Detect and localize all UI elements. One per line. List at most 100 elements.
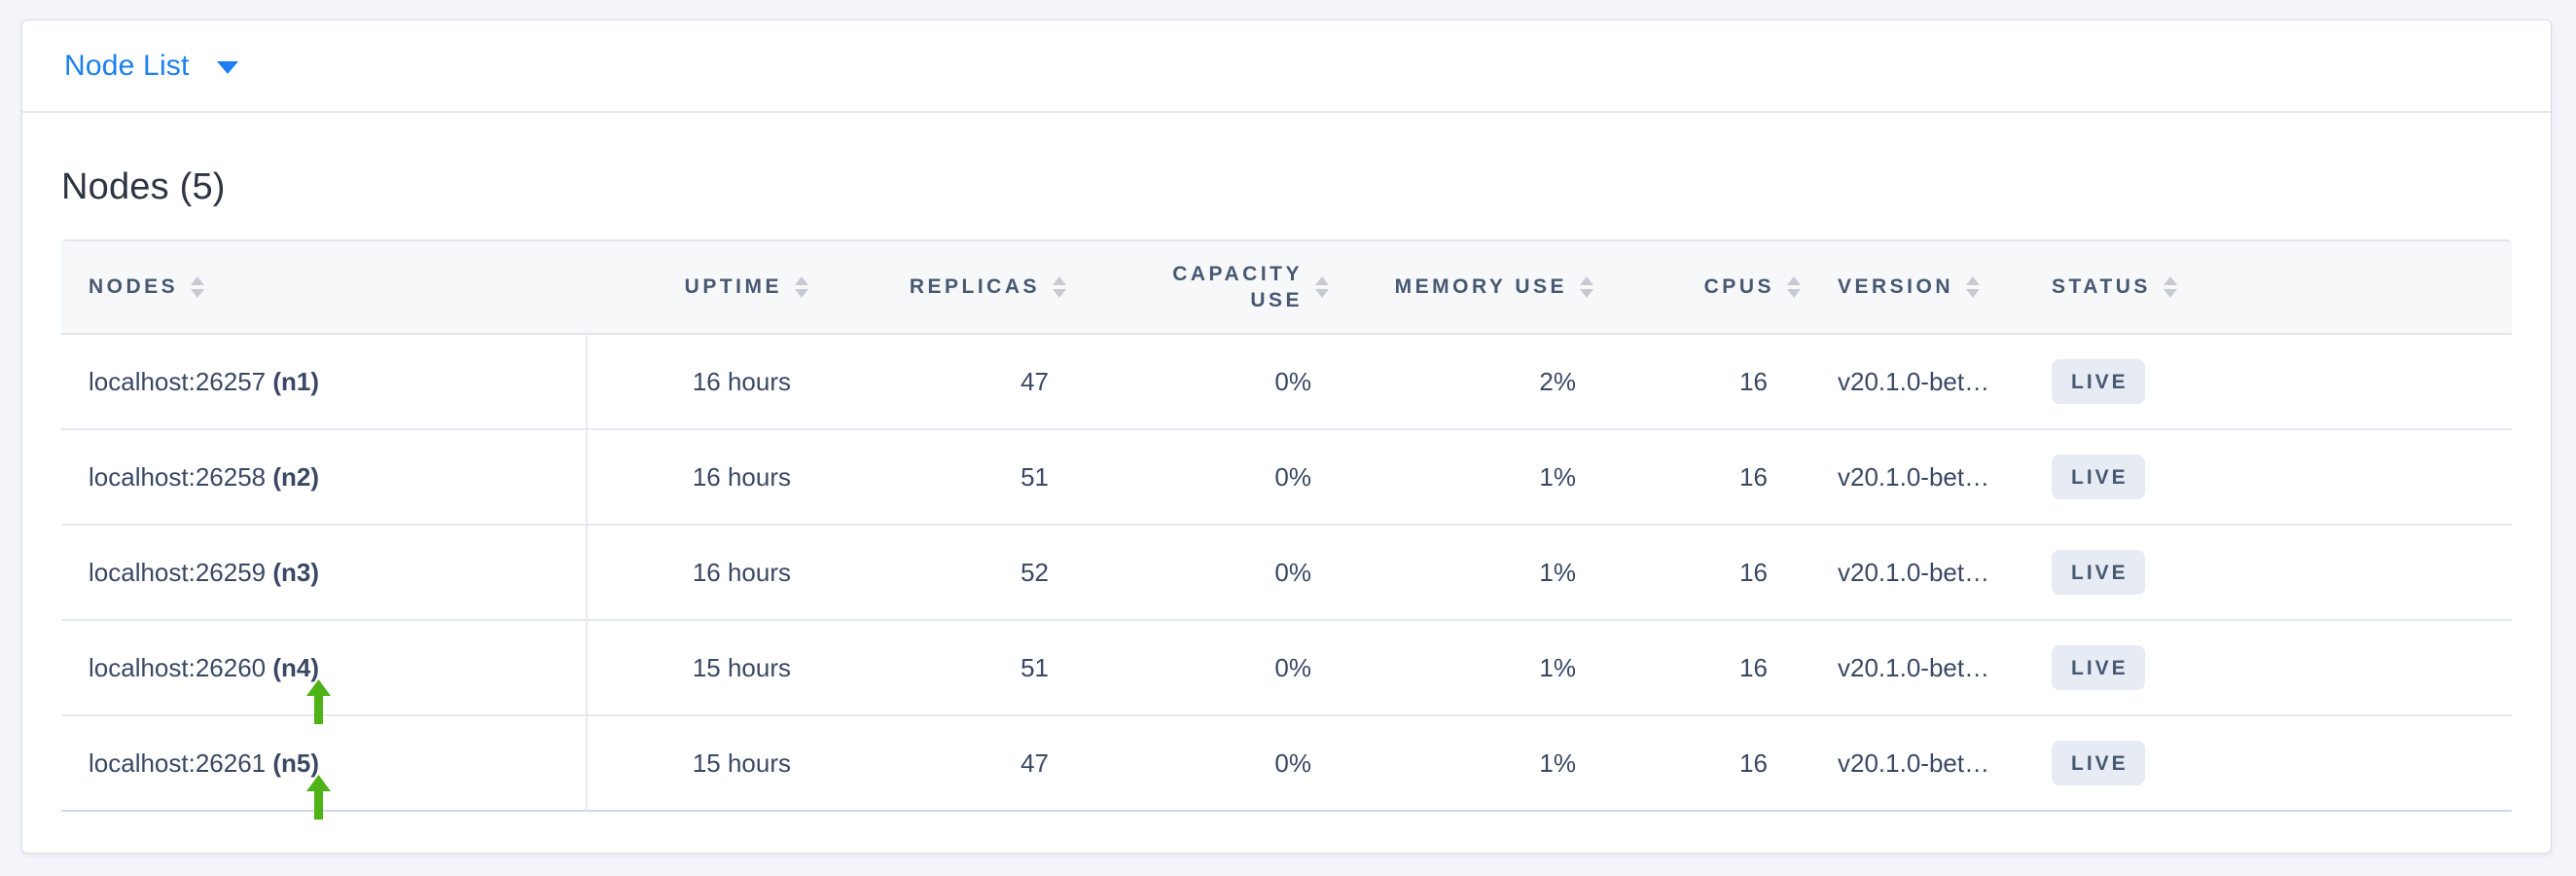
status-cell: LIVE xyxy=(2028,716,2512,812)
cpus-cell: 16 xyxy=(1593,335,1801,430)
memory-use-cell: 1% xyxy=(1329,716,1593,812)
sort-down-triangle xyxy=(1787,289,1801,298)
column-label-cpus: CPUS xyxy=(1703,275,1774,298)
capacity-use-cell: 0% xyxy=(1066,335,1329,430)
node-address: localhost:26257 xyxy=(89,366,273,396)
column-label-replicas: REPLICAS xyxy=(909,275,1040,298)
replicas-cell: 51 xyxy=(808,430,1066,526)
sort-up-triangle xyxy=(795,276,808,285)
card-body: Nodes (5) NODES UPTIME REPLICAS CAPACITY USE… xyxy=(22,164,2551,820)
status-badge: LIVE xyxy=(2052,550,2145,595)
version-cell: v20.1.0-bet… xyxy=(1801,335,2028,430)
node-address: localhost:26258 xyxy=(89,461,273,492)
node-list-card: Node List Nodes (5) NODES UPTIME REPLICAS C… xyxy=(21,19,2552,854)
status-badge: LIVE xyxy=(2052,359,2145,404)
column-label-version: VERSION xyxy=(1838,275,1954,298)
column-label-status: STATUS xyxy=(2052,275,2151,298)
sort-arrows-icon[interactable] xyxy=(1580,276,1593,298)
table-row-node-2[interactable]: localhost:26258 (n2) 16 hours 51 0% 1% 16 v20.… xyxy=(61,430,2512,526)
node-address: localhost:26260 xyxy=(89,652,273,682)
node-id: (n3) xyxy=(272,557,320,587)
sort-up-triangle xyxy=(1580,276,1593,285)
nodes-table: NODES UPTIME REPLICAS CAPACITY USE MEMORY USE… xyxy=(61,239,2512,820)
node-address-cell: localhost:26258 (n2) xyxy=(61,430,588,526)
status-badge: LIVE xyxy=(2052,741,2145,785)
node-address-cell: localhost:26259 (n3) xyxy=(61,526,588,621)
sort-down-triangle xyxy=(795,289,808,298)
cpus-cell: 16 xyxy=(1593,430,1801,526)
sort-arrows-icon[interactable] xyxy=(1787,276,1801,298)
sort-down-triangle xyxy=(1053,289,1066,298)
sort-up-triangle xyxy=(2163,276,2177,285)
sort-up-triangle xyxy=(1053,276,1066,285)
table-row-node-1[interactable]: localhost:26257 (n1) 16 hours 47 0% 2% 16 v20.… xyxy=(61,335,2512,430)
column-header-replicas[interactable]: REPLICAS xyxy=(808,239,1066,335)
capacity-use-cell: 0% xyxy=(1066,621,1329,716)
node-list-dropdown-label: Node List xyxy=(64,49,190,82)
column-header-capacity_use[interactable]: CAPACITY USE xyxy=(1066,239,1329,335)
node-address: localhost:26259 xyxy=(89,557,273,587)
column-header-cpus[interactable]: CPUS xyxy=(1593,239,1801,335)
replicas-cell: 51 xyxy=(808,621,1066,716)
caret-down-icon xyxy=(216,61,238,74)
memory-use-cell: 1% xyxy=(1329,621,1593,716)
column-label-nodes: NODES xyxy=(89,275,179,298)
memory-use-cell: 1% xyxy=(1329,430,1593,526)
green-up-arrow-icon xyxy=(306,679,331,724)
sort-up-triangle xyxy=(1315,276,1329,285)
view-selector-bar: Node List xyxy=(22,20,2551,113)
node-address-cell: localhost:26261 (n5) xyxy=(61,716,588,820)
status-cell: LIVE xyxy=(2028,430,2512,526)
sort-arrows-icon[interactable] xyxy=(1966,276,1981,298)
column-header-memory_use[interactable]: MEMORY USE xyxy=(1329,239,1593,335)
sort-down-triangle xyxy=(191,289,205,298)
sort-arrows-icon[interactable] xyxy=(1053,276,1066,298)
cpus-cell: 16 xyxy=(1593,716,1801,812)
memory-use-cell: 1% xyxy=(1329,526,1593,621)
node-address-cell: localhost:26257 (n1) xyxy=(61,335,588,430)
sort-up-triangle xyxy=(1787,276,1801,285)
status-cell: LIVE xyxy=(2028,526,2512,621)
uptime-cell: 16 hours xyxy=(588,430,808,526)
sort-arrows-icon[interactable] xyxy=(795,276,808,298)
sort-arrows-icon[interactable] xyxy=(1315,276,1329,298)
sort-down-triangle xyxy=(1580,289,1593,298)
node-id: (n2) xyxy=(272,461,320,492)
replicas-cell: 47 xyxy=(808,335,1066,430)
column-label-memory_use: MEMORY USE xyxy=(1394,275,1567,298)
sort-down-triangle xyxy=(1966,289,1981,298)
memory-use-cell: 2% xyxy=(1329,335,1593,430)
node-id: (n5) xyxy=(272,748,320,778)
status-badge: LIVE xyxy=(2052,645,2145,690)
table-body: localhost:26257 (n1) 16 hours 47 0% 2% 16 v20.… xyxy=(61,335,2512,820)
replicas-cell: 52 xyxy=(808,526,1066,621)
column-label-capacity_use: CAPACITY USE xyxy=(1172,263,1303,311)
version-cell: v20.1.0-bet… xyxy=(1801,526,2028,621)
table-header-row: NODES UPTIME REPLICAS CAPACITY USE MEMORY USE… xyxy=(61,239,2512,335)
status-cell: LIVE xyxy=(2028,335,2512,430)
sort-arrows-icon[interactable] xyxy=(2163,276,2177,298)
capacity-use-cell: 0% xyxy=(1066,526,1329,621)
uptime-cell: 16 hours xyxy=(588,335,808,430)
capacity-use-cell: 0% xyxy=(1066,716,1329,812)
green-up-arrow-icon xyxy=(306,775,331,820)
column-header-uptime[interactable]: UPTIME xyxy=(588,239,808,335)
table-row-node-4[interactable]: localhost:26260 (n4) 15 hours 51 0% 1% 16 v20.… xyxy=(61,621,2512,724)
status-badge: LIVE xyxy=(2052,455,2145,499)
table-row-node-5[interactable]: localhost:26261 (n5) 15 hours 47 0% 1% 16 v20.… xyxy=(61,716,2512,820)
sort-arrows-icon[interactable] xyxy=(191,276,205,298)
status-cell: LIVE xyxy=(2028,621,2512,716)
sort-up-triangle xyxy=(191,276,205,285)
node-list-dropdown[interactable]: Node List xyxy=(64,50,238,83)
column-header-version[interactable]: VERSION xyxy=(1801,239,2028,335)
sort-up-triangle xyxy=(1966,276,1981,285)
node-id: (n1) xyxy=(272,366,320,396)
uptime-cell: 16 hours xyxy=(588,526,808,621)
version-cell: v20.1.0-bet… xyxy=(1801,430,2028,526)
cpus-cell: 16 xyxy=(1593,621,1801,716)
version-cell: v20.1.0-bet… xyxy=(1801,716,2028,812)
table-row-node-3[interactable]: localhost:26259 (n3) 16 hours 52 0% 1% 16 v20.… xyxy=(61,526,2512,621)
column-header-status[interactable]: STATUS xyxy=(2028,239,2512,335)
column-header-nodes[interactable]: NODES xyxy=(61,239,588,335)
cpus-cell: 16 xyxy=(1593,526,1801,621)
